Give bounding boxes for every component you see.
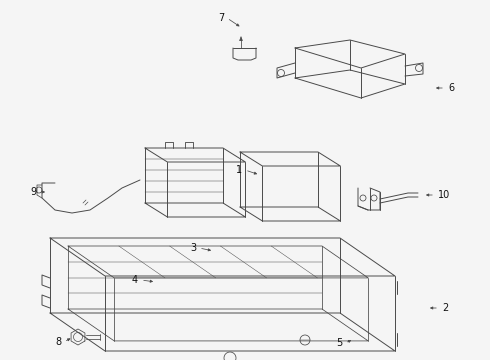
- Text: 5: 5: [336, 338, 342, 348]
- Text: 1: 1: [236, 165, 242, 175]
- Text: 8: 8: [55, 337, 61, 347]
- Text: 4: 4: [132, 275, 138, 285]
- Text: 7: 7: [218, 13, 224, 23]
- Text: 10: 10: [438, 190, 450, 200]
- Text: 9: 9: [30, 187, 36, 197]
- Text: 6: 6: [448, 83, 454, 93]
- Text: 3: 3: [190, 243, 196, 253]
- Text: 2: 2: [442, 303, 448, 313]
